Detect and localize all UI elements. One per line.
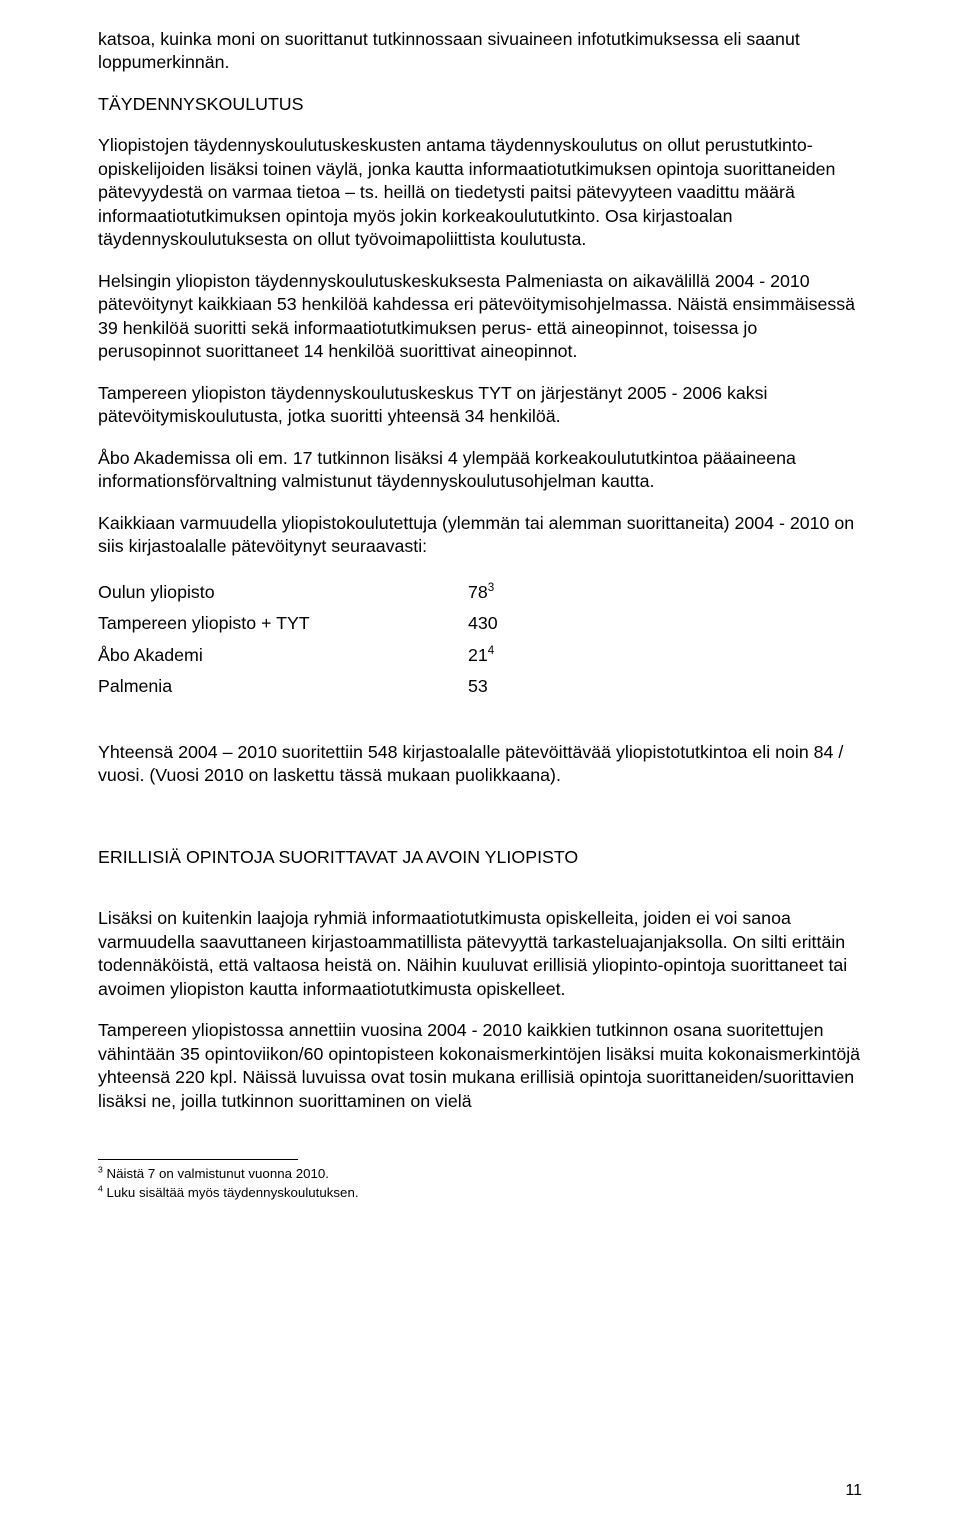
table-row: Tampereen yliopisto + TYT430 — [98, 608, 498, 639]
footnote-divider — [98, 1159, 298, 1160]
table-cell-label: Tampereen yliopisto + TYT — [98, 608, 468, 639]
table-cell-sup: 4 — [488, 645, 494, 657]
table-cell-value: 214 — [468, 640, 498, 671]
para-yhteensa: Yhteensä 2004 – 2010 suoritettiin 548 ki… — [98, 741, 862, 788]
qualification-table: Oulun yliopisto783Tampereen yliopisto + … — [98, 577, 498, 703]
table-cell-label: Palmenia — [98, 671, 468, 702]
footnote-4: 4 Luku sisältää myös täydennyskoulutukse… — [98, 1185, 862, 1202]
table-cell-value: 430 — [468, 608, 498, 639]
table-cell-sup: 3 — [488, 582, 494, 594]
para-helsinki: Helsingin yliopiston täydennyskoulutuske… — [98, 270, 862, 364]
footnote-3: 3 Näistä 7 on valmistunut vuonna 2010. — [98, 1166, 862, 1183]
para-taydennys: Yliopistojen täydennyskoulutuskeskusten … — [98, 134, 862, 251]
para-tampere: Tampereen yliopiston täydennyskoulutuske… — [98, 382, 862, 429]
table-row: Oulun yliopisto783 — [98, 577, 498, 608]
table-cell-value: 783 — [468, 577, 498, 608]
para-abo: Åbo Akademissa oli em. 17 tutkinnon lisä… — [98, 447, 862, 494]
table-cell-label: Åbo Akademi — [98, 640, 468, 671]
para-erillisia-2: Tampereen yliopistossa annettiin vuosina… — [98, 1019, 862, 1113]
intro-fragment: katsoa, kuinka moni on suorittanut tutki… — [98, 28, 862, 75]
table-row: Åbo Akademi214 — [98, 640, 498, 671]
footnote-4-text: Luku sisältää myös täydennyskoulutuksen. — [103, 1185, 359, 1200]
para-kaikkiaan: Kaikkiaan varmuudella yliopistokoulutett… — [98, 512, 862, 559]
footnote-3-text: Näistä 7 on valmistunut vuonna 2010. — [103, 1166, 329, 1181]
para-erillisia-1: Lisäksi on kuitenkin laajoja ryhmiä info… — [98, 907, 862, 1001]
table-row: Palmenia53 — [98, 671, 498, 702]
heading-taydennyskoulutus: TÄYDENNYSKOULUTUS — [98, 93, 862, 116]
page-number: 11 — [845, 1480, 862, 1501]
table-cell-value: 53 — [468, 671, 498, 702]
table-cell-label: Oulun yliopisto — [98, 577, 468, 608]
heading-erillisia: ERILLISIÄ OPINTOJA SUORITTAVAT JA AVOIN … — [98, 846, 862, 869]
footnotes: 3 Näistä 7 on valmistunut vuonna 2010. 4… — [98, 1166, 862, 1201]
